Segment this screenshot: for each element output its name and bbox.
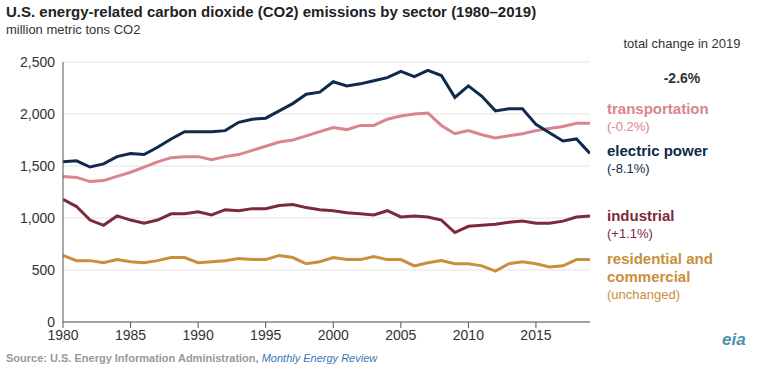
svg-text:1995: 1995 [250, 327, 281, 343]
svg-text:2000: 2000 [318, 327, 349, 343]
html-text:(-0.2%): (-0.2%) [607, 119, 650, 134]
html-text:(unchanged): (unchanged) [607, 287, 680, 302]
svg-text:2,000: 2,000 [20, 106, 55, 122]
svg-text:1980: 1980 [47, 326, 79, 343]
svg-text:500: 500 [32, 262, 56, 278]
html-text:total change in 2019: total change in 2019 [623, 36, 741, 51]
html-text:million metric tons CO2: million metric tons CO2 [6, 22, 141, 37]
html-text:(-8.1%): (-8.1%) [607, 161, 650, 176]
html-text:(+1.1%): (+1.1%) [607, 226, 653, 241]
html-text:electric power: electric power [607, 142, 708, 159]
html-text:U.S. energy-related carbon dio: U.S. energy-related carbon dioxide (CO2)… [6, 3, 537, 20]
html-text:residential and commercial: residential and commercial [607, 250, 713, 285]
svg-text:2010: 2010 [453, 327, 484, 343]
html-text:transportation: transportation [607, 100, 709, 117]
svg-text:2,500: 2,500 [20, 54, 55, 70]
svg-text:0: 0 [47, 314, 55, 330]
svg-text:1,000: 1,000 [20, 210, 55, 226]
svg-text:1985: 1985 [115, 327, 146, 343]
html-text:industrial: industrial [607, 207, 675, 224]
html-text:eia: eia [722, 330, 746, 349]
html-text:-2.6%: -2.6% [663, 70, 701, 86]
html-text:Source: U.S. Energy Informatio: Source: U.S. Energy Information Administ… [6, 352, 378, 364]
svg-text:2015: 2015 [520, 327, 551, 343]
svg-text:1,500: 1,500 [20, 158, 55, 174]
svg-text:1990: 1990 [183, 327, 214, 343]
svg-text:2005: 2005 [385, 327, 416, 343]
